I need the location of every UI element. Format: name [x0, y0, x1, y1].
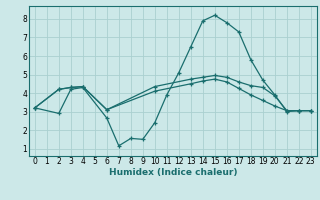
X-axis label: Humidex (Indice chaleur): Humidex (Indice chaleur) [108, 168, 237, 177]
